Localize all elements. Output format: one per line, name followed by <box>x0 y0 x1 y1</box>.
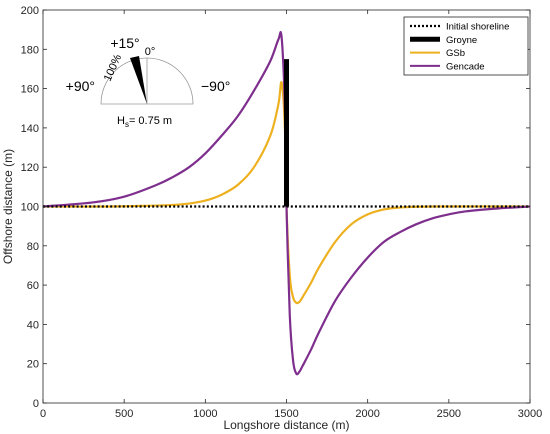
y-tick-label: 80 <box>27 241 39 253</box>
y-tick-label: 180 <box>21 44 39 56</box>
x-tick-label: 2500 <box>437 408 461 420</box>
y-tick-label: 120 <box>21 162 39 174</box>
wave-rose-left-label: +90° <box>66 78 95 94</box>
y-tick-label: 60 <box>27 280 39 292</box>
legend-label: Gencade <box>446 61 485 72</box>
legend-label: Initial shoreline <box>446 22 509 33</box>
x-tick-label: 3000 <box>518 408 542 420</box>
x-axis-label: Longshore distance (m) <box>223 418 349 432</box>
wave-rose-inset: 0° +15° +90° −90° 100% Hs= 0.75 m <box>66 35 231 129</box>
wave-rose-semicircle <box>100 57 194 105</box>
wave-height-subscript: s <box>125 120 129 129</box>
y-tick-label: 40 <box>27 319 39 331</box>
wave-direction-wedge <box>130 56 147 104</box>
wave-rose-right-label: −90° <box>201 78 230 94</box>
x-tick-label: 1000 <box>193 408 217 420</box>
x-tick-label: 500 <box>115 408 133 420</box>
legend-label: Groyne <box>446 35 477 46</box>
y-axis-label: Offshore distance (m) <box>1 149 15 264</box>
wave-rose-zero-label: 0° <box>145 46 156 58</box>
y-tick-label: 160 <box>21 84 39 96</box>
x-tick-label: 0 <box>40 408 46 420</box>
y-tick-label: 20 <box>27 359 39 371</box>
wave-rose-percent-label: 100% <box>102 52 124 83</box>
legend-label: GSb <box>446 48 465 59</box>
gencade-series-line <box>42 30 531 376</box>
wave-height-value: = 0.75 m <box>129 115 172 127</box>
wave-rose-direction-label: +15° <box>110 35 139 51</box>
x-tick-label: 1500 <box>274 408 298 420</box>
y-tick-label: 0 <box>33 398 39 410</box>
y-tick-label: 140 <box>21 123 39 135</box>
groyne-bar <box>284 59 289 207</box>
y-tick-label: 200 <box>21 5 39 17</box>
wave-height-label: Hs= 0.75 m <box>117 115 172 129</box>
y-tick-label: 100 <box>21 202 39 214</box>
legend: Initial shoreline Groyne GSb Gencade <box>403 16 529 76</box>
tick-layer: 0 500 1000 1500 2000 2500 3000 0 20 40 60 80 100 120 1… <box>21 5 543 420</box>
wave-height-symbol: H <box>117 115 125 127</box>
series-layer <box>42 30 531 376</box>
x-tick-label: 2000 <box>355 408 379 420</box>
